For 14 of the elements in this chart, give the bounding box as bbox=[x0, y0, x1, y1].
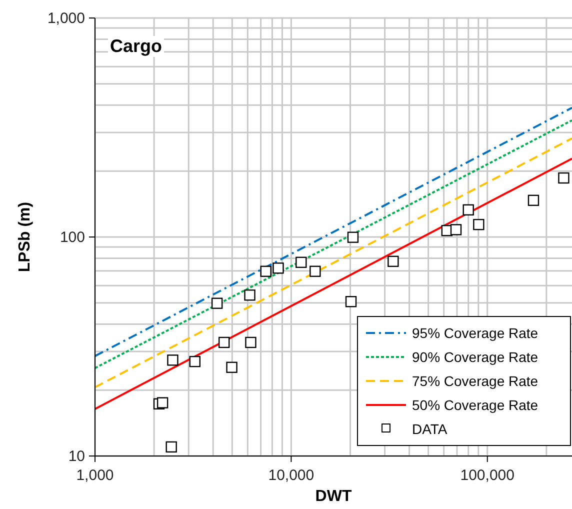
legend-label: 50% Coverage Rate bbox=[412, 397, 538, 413]
y-tick-label: 100 bbox=[60, 229, 85, 246]
y-axis-title: LPSb (m) bbox=[16, 202, 34, 272]
x-tick-label: 1,000 bbox=[76, 467, 114, 484]
legend-label: 90% Coverage Rate bbox=[412, 349, 538, 365]
text: Cargo bbox=[108, 36, 164, 57]
y-tick-label: 10 bbox=[68, 448, 85, 465]
legend-label: DATA bbox=[412, 421, 448, 437]
legend-label: 95% Coverage Rate bbox=[412, 325, 538, 341]
x-tick-label: 10,000 bbox=[268, 467, 314, 484]
legend-label: 75% Coverage Rate bbox=[412, 373, 538, 389]
x-tick-label: 100,000 bbox=[460, 467, 514, 484]
y-tick-label: 1,000 bbox=[47, 10, 85, 27]
x-axis-title: DWT bbox=[315, 488, 352, 505]
